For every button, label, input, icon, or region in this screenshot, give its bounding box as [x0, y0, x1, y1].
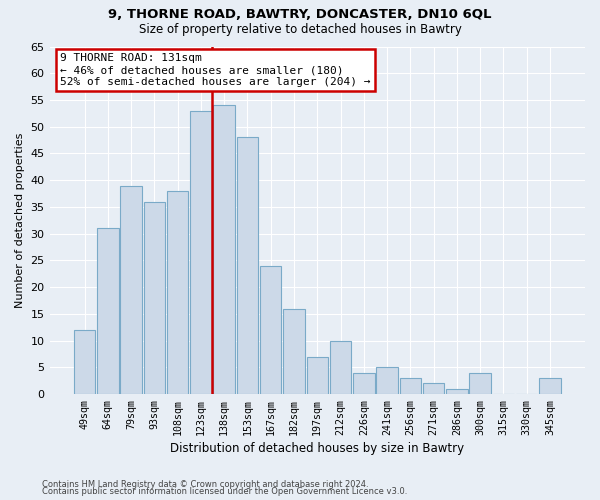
Bar — [214, 106, 235, 394]
Bar — [190, 110, 212, 394]
Bar — [446, 389, 467, 394]
Bar — [423, 384, 445, 394]
Bar — [97, 228, 119, 394]
Text: Contains public sector information licensed under the Open Government Licence v3: Contains public sector information licen… — [42, 488, 407, 496]
Bar — [74, 330, 95, 394]
Y-axis label: Number of detached properties: Number of detached properties — [15, 132, 25, 308]
Bar — [260, 266, 281, 394]
Bar — [167, 191, 188, 394]
Bar — [121, 186, 142, 394]
Text: Contains HM Land Registry data © Crown copyright and database right 2024.: Contains HM Land Registry data © Crown c… — [42, 480, 368, 489]
Bar — [469, 373, 491, 394]
Bar — [307, 357, 328, 394]
Bar — [353, 373, 374, 394]
Bar — [143, 202, 165, 394]
Bar — [330, 340, 351, 394]
Text: Size of property relative to detached houses in Bawtry: Size of property relative to detached ho… — [139, 22, 461, 36]
Bar — [237, 138, 258, 394]
Bar — [400, 378, 421, 394]
Bar — [283, 308, 305, 394]
Bar — [376, 368, 398, 394]
X-axis label: Distribution of detached houses by size in Bawtry: Distribution of detached houses by size … — [170, 442, 464, 455]
Text: 9 THORNE ROAD: 131sqm
← 46% of detached houses are smaller (180)
52% of semi-det: 9 THORNE ROAD: 131sqm ← 46% of detached … — [60, 54, 371, 86]
Bar — [539, 378, 560, 394]
Text: 9, THORNE ROAD, BAWTRY, DONCASTER, DN10 6QL: 9, THORNE ROAD, BAWTRY, DONCASTER, DN10 … — [108, 8, 492, 20]
